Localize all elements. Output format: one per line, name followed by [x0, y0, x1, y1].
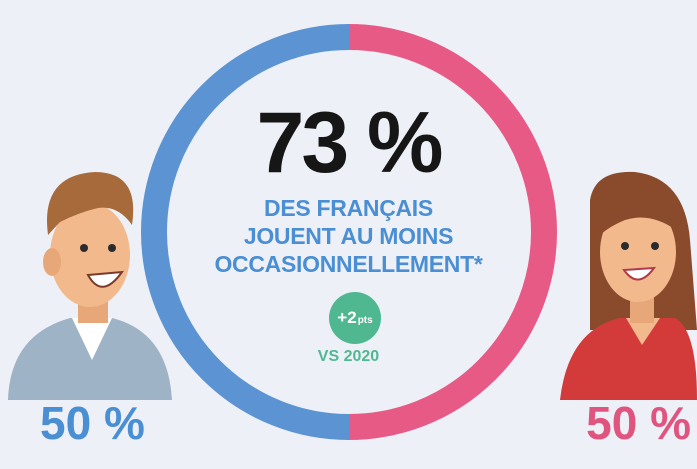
headline-percentage: 73 % — [256, 95, 443, 191]
subtitle-line: JOUENT AU MOINS — [243, 223, 454, 249]
donut-segment-women — [348, 24, 557, 440]
change-unit: pts — [357, 314, 373, 326]
change-badge: +2 pts — [329, 292, 381, 344]
donut-segment-men — [141, 24, 350, 440]
subtitle-line: OCCASIONNELLEMENT* — [214, 251, 483, 277]
comparison-label: VS 2020 — [317, 348, 380, 365]
subtitle-line: DES FRANÇAIS — [264, 195, 433, 221]
woman-illustration-icon — [560, 171, 697, 400]
subtitle: DES FRANÇAIS JOUENT AU MOINS OCCASIONNEL… — [0, 194, 697, 278]
change-value: +2 — [337, 308, 357, 327]
women-percentage-label: 50 % — [586, 397, 691, 449]
man-illustration-icon — [8, 172, 172, 400]
men-percentage-label: 50 % — [40, 397, 145, 449]
